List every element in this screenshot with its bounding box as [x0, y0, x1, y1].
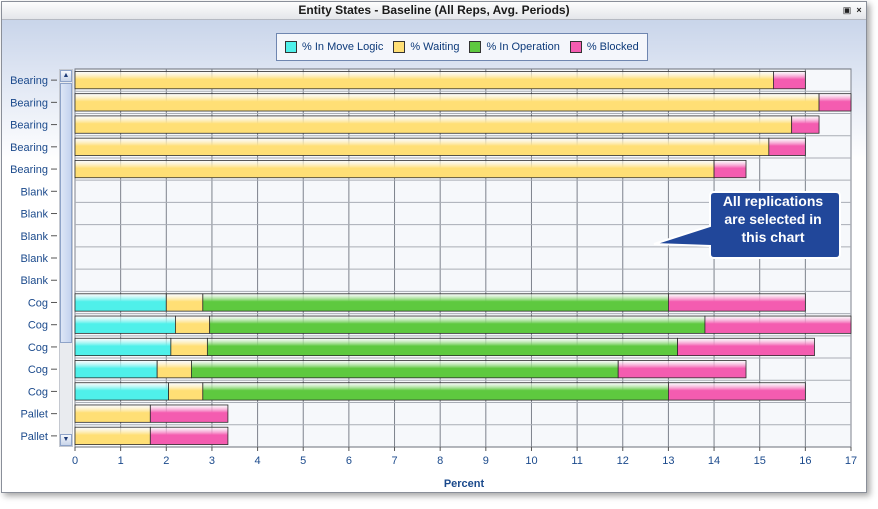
- category-label: Cog: [28, 297, 48, 309]
- bar-segment: [74, 137, 770, 156]
- x-tick-label: 7: [391, 455, 397, 467]
- window-title: Entity States - Baseline (All Reps, Avg.…: [298, 3, 570, 17]
- x-tick-label: 10: [525, 455, 537, 467]
- bar-segment: [74, 159, 715, 179]
- bar-segment: [74, 115, 793, 134]
- scroll-thumb[interactable]: [60, 83, 72, 343]
- chart-window: Entity States - Baseline (All Reps, Avg.…: [1, 1, 867, 493]
- category-label: Blank: [20, 186, 48, 198]
- legend-label: % Blocked: [586, 41, 639, 53]
- x-tick-label: 0: [72, 455, 78, 467]
- bar-segment: [704, 315, 852, 334]
- category-label: Bearing: [10, 164, 48, 176]
- category-label: Pallet: [20, 431, 48, 443]
- bar-segment: [170, 337, 208, 357]
- bar-segment: [202, 382, 669, 401]
- x-tick-label: 8: [437, 455, 443, 467]
- x-tick-label: 15: [754, 455, 766, 467]
- category-label: Cog: [28, 320, 48, 332]
- category-label: Cog: [28, 364, 48, 376]
- category-label: Bearing: [10, 142, 48, 154]
- legend-swatch: [469, 41, 482, 53]
- category-label: Bearing: [10, 97, 48, 109]
- legend-swatch: [569, 41, 582, 53]
- legend-label: % In Move Logic: [302, 41, 384, 53]
- bar-segment: [668, 293, 806, 312]
- legend-label: % Waiting: [410, 41, 460, 53]
- bar-segment: [677, 337, 815, 357]
- chart-legend: % In Move Logic % Waiting % In Operation % …: [276, 33, 648, 61]
- legend-label: % In Operation: [486, 41, 560, 53]
- bar-segment: [74, 293, 167, 312]
- bar-segment: [74, 71, 774, 90]
- category-label: Blank: [20, 275, 48, 287]
- bar-segment: [156, 360, 192, 379]
- callout-text: All replications are selected in this ch…: [722, 193, 824, 245]
- x-tick-label: 13: [662, 455, 674, 467]
- bar-segment: [165, 293, 204, 312]
- callout-bubble: [653, 191, 841, 259]
- category-label: Pallet: [20, 409, 48, 421]
- x-tick-label: 3: [209, 455, 215, 467]
- category-label: Blank: [20, 209, 48, 221]
- bar-segment: [768, 137, 806, 156]
- category-label: Cog: [28, 342, 48, 354]
- x-tick-label: 4: [255, 455, 261, 467]
- x-tick-label: 2: [163, 455, 169, 467]
- bar-segment: [74, 426, 151, 445]
- bar-segment: [74, 315, 176, 334]
- bar-segment: [668, 382, 806, 401]
- bar-segment: [773, 71, 806, 90]
- bar-segment: [617, 360, 747, 379]
- x-tick-label: 12: [617, 455, 629, 467]
- legend-item[interactable]: % In Operation: [469, 41, 560, 53]
- title-bar: Entity States - Baseline (All Reps, Avg.…: [2, 2, 866, 20]
- category-label: Blank: [20, 253, 48, 265]
- close-icon[interactable]: ×: [856, 5, 862, 15]
- bar-segment: [206, 337, 678, 357]
- bar-segment: [713, 159, 747, 179]
- x-tick-label: 6: [346, 455, 352, 467]
- x-tick-label: 5: [300, 455, 306, 467]
- category-label: Blank: [20, 231, 48, 243]
- category-label: Bearing: [10, 75, 48, 87]
- bar-segment: [202, 293, 669, 312]
- bar-segment: [149, 404, 229, 423]
- bar-segment: [74, 337, 172, 357]
- scroll-up-icon[interactable]: ▲: [60, 70, 72, 82]
- bar-segment: [818, 93, 852, 112]
- x-tick-label: 1: [118, 455, 124, 467]
- x-axis-label: Percent: [443, 478, 485, 490]
- scroll-down-icon[interactable]: ▼: [60, 434, 72, 446]
- bar-segment: [74, 93, 820, 112]
- x-tick-label: 16: [799, 455, 811, 467]
- bar-segment: [791, 115, 820, 134]
- x-tick-label: 11: [571, 455, 582, 467]
- bar-segment: [175, 315, 211, 334]
- legend-swatch: [285, 41, 297, 53]
- legend-item[interactable]: % Blocked: [569, 41, 639, 53]
- legend-item[interactable]: % Waiting: [393, 41, 459, 53]
- category-label: Cog: [28, 386, 48, 398]
- chart-area: 0 1 2 3 4 5 6 7 8 9 10 11 12 13 14 15 16 17 Bearing Bearing…: [2, 20, 866, 492]
- x-tick-label: 17: [845, 455, 857, 467]
- bar-segment: [74, 382, 169, 401]
- legend-item[interactable]: % In Move Logic: [285, 41, 383, 53]
- x-tick-label: 9: [483, 455, 489, 467]
- bar-segment: [149, 426, 229, 445]
- bar-segment: [209, 315, 706, 334]
- bar-segment: [74, 404, 151, 423]
- category-scrollbar[interactable]: ▲ ▼: [59, 69, 73, 447]
- bar-chart: 0 1 2 3 4 5 6 7 8 9 10 11 12 13 14 15 16 17BearingBearing…: [10, 68, 857, 467]
- bar-segment: [190, 360, 619, 379]
- restore-icon[interactable]: ▣: [842, 5, 852, 15]
- legend-swatch: [393, 41, 406, 53]
- bar-segment: [168, 382, 204, 401]
- category-label: Bearing: [10, 120, 48, 132]
- bar-segment: [74, 360, 158, 379]
- x-tick-label: 14: [708, 455, 720, 467]
